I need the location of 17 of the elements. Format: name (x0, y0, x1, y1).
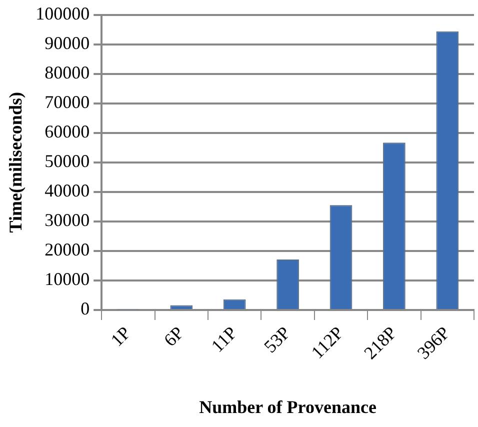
y-tick-label: 20000 (44, 240, 90, 260)
x-tick-label: 11P (207, 322, 241, 356)
x-tick-label: 6P (160, 322, 188, 350)
y-tick-label: 80000 (44, 62, 90, 83)
y-tick-label: 50000 (44, 151, 90, 172)
y-tick-label: 100000 (36, 4, 90, 24)
y-tick-label: 40000 (44, 180, 90, 201)
y-tick-label: 60000 (44, 122, 90, 142)
y-tick-label: 70000 (44, 92, 90, 112)
x-tick-label: 1P (106, 322, 134, 350)
y-tick-label: 10000 (44, 269, 90, 290)
y-axis-title: Time(miliseconds) (5, 92, 26, 233)
y-tick-label: 0 (80, 298, 90, 319)
y-tick-label: 90000 (44, 33, 90, 54)
y-tick-label: 30000 (44, 210, 90, 230)
x-axis-title: Number of Provenance (199, 396, 376, 417)
x-tick-label: 53P (260, 322, 294, 357)
